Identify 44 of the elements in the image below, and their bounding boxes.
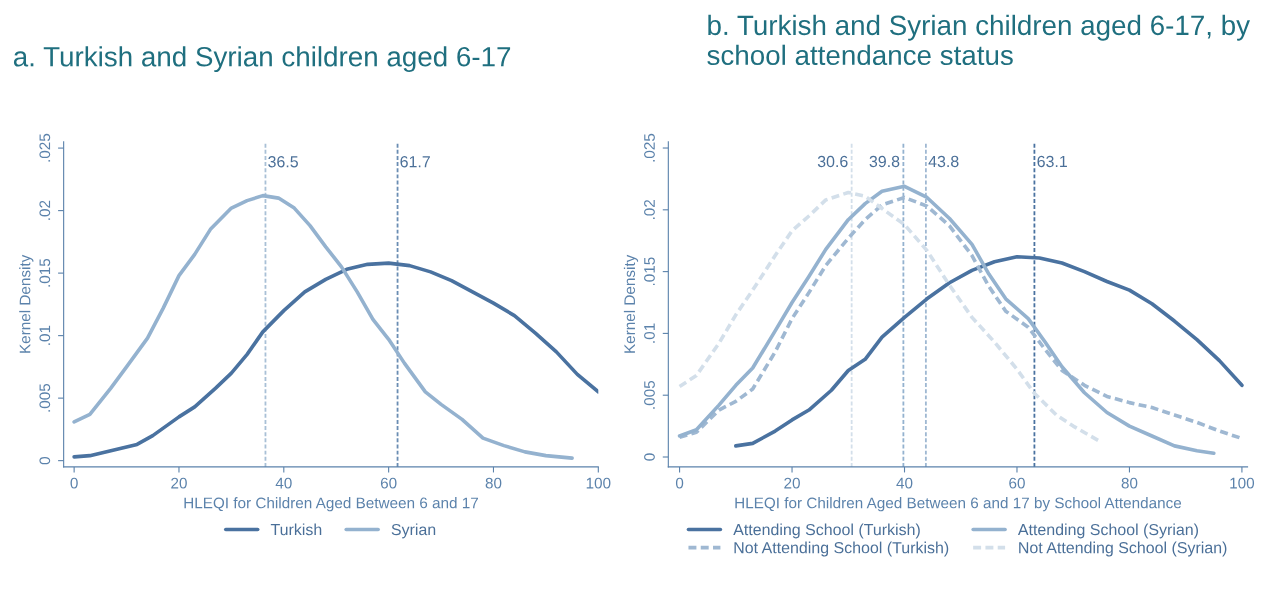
legend-label: Turkish xyxy=(270,523,322,536)
x-tick-label: 60 xyxy=(380,477,397,489)
ref-line-label: 43.8 xyxy=(928,155,959,168)
ref-line-label: 39.8 xyxy=(869,155,900,168)
ref-line-label: 36.5 xyxy=(268,156,298,168)
x-axis-title: HLEQI for Children Aged Between 6 and 17 xyxy=(184,497,478,512)
x-tick-label: 100 xyxy=(586,477,611,489)
y-tick-label: .01 xyxy=(644,323,655,343)
y-tick-label: .02 xyxy=(39,200,51,220)
legend-label: Attending School (Syrian) xyxy=(1017,523,1198,539)
x-axis-title: HLEQI for Children Aged Between 6 and 17 by School Attendance xyxy=(735,497,1182,512)
y-tick-label: .025 xyxy=(644,133,655,162)
y-tick-label: 0 xyxy=(644,453,655,461)
x-tick-label: 80 xyxy=(1121,477,1138,489)
line-series xyxy=(72,193,574,460)
y-tick-label: .005 xyxy=(39,383,51,412)
ref-line-label: 63.1 xyxy=(1037,155,1067,168)
y-tick-label: .02 xyxy=(644,199,655,220)
x-tick-label: 0 xyxy=(70,477,78,489)
chart-title: a. Turkish and Syrian children aged 6-17 xyxy=(13,46,511,73)
y-tick-label: .005 xyxy=(644,380,655,409)
y-tick-label: .01 xyxy=(39,325,51,345)
y-axis-title: Kernel Density xyxy=(19,254,34,353)
y-tick-label: .015 xyxy=(644,257,655,286)
legend-label: Not Attending School (Turkish) xyxy=(734,541,949,557)
ref-line-label: 61.7 xyxy=(400,156,430,168)
chart-title: b. Turkish and Syrian children aged 6-17, by school attendance status xyxy=(707,14,1250,66)
y-axis-title: Kernel Density xyxy=(623,254,639,353)
y-tick-label: 0 xyxy=(39,456,51,465)
x-tick-label: 20 xyxy=(171,477,187,489)
x-tick-label: 40 xyxy=(275,477,292,489)
x-tick-label: 60 xyxy=(1009,477,1025,489)
ref-line-label: 30.6 xyxy=(817,155,848,168)
x-tick-label: 0 xyxy=(675,477,684,489)
y-tick-label: .025 xyxy=(39,133,51,162)
y-tick-label: .015 xyxy=(39,258,51,287)
x-tick-label: 80 xyxy=(485,477,502,489)
line-series xyxy=(72,261,599,459)
legend-label: Attending School (Turkish) xyxy=(733,523,920,539)
legend-label: Not Attending School (Syrian) xyxy=(1019,541,1227,557)
x-tick-label: 40 xyxy=(896,477,913,489)
x-tick-label: 20 xyxy=(784,477,800,489)
x-tick-label: 100 xyxy=(1230,477,1255,489)
legend-label: Syrian xyxy=(391,523,436,539)
